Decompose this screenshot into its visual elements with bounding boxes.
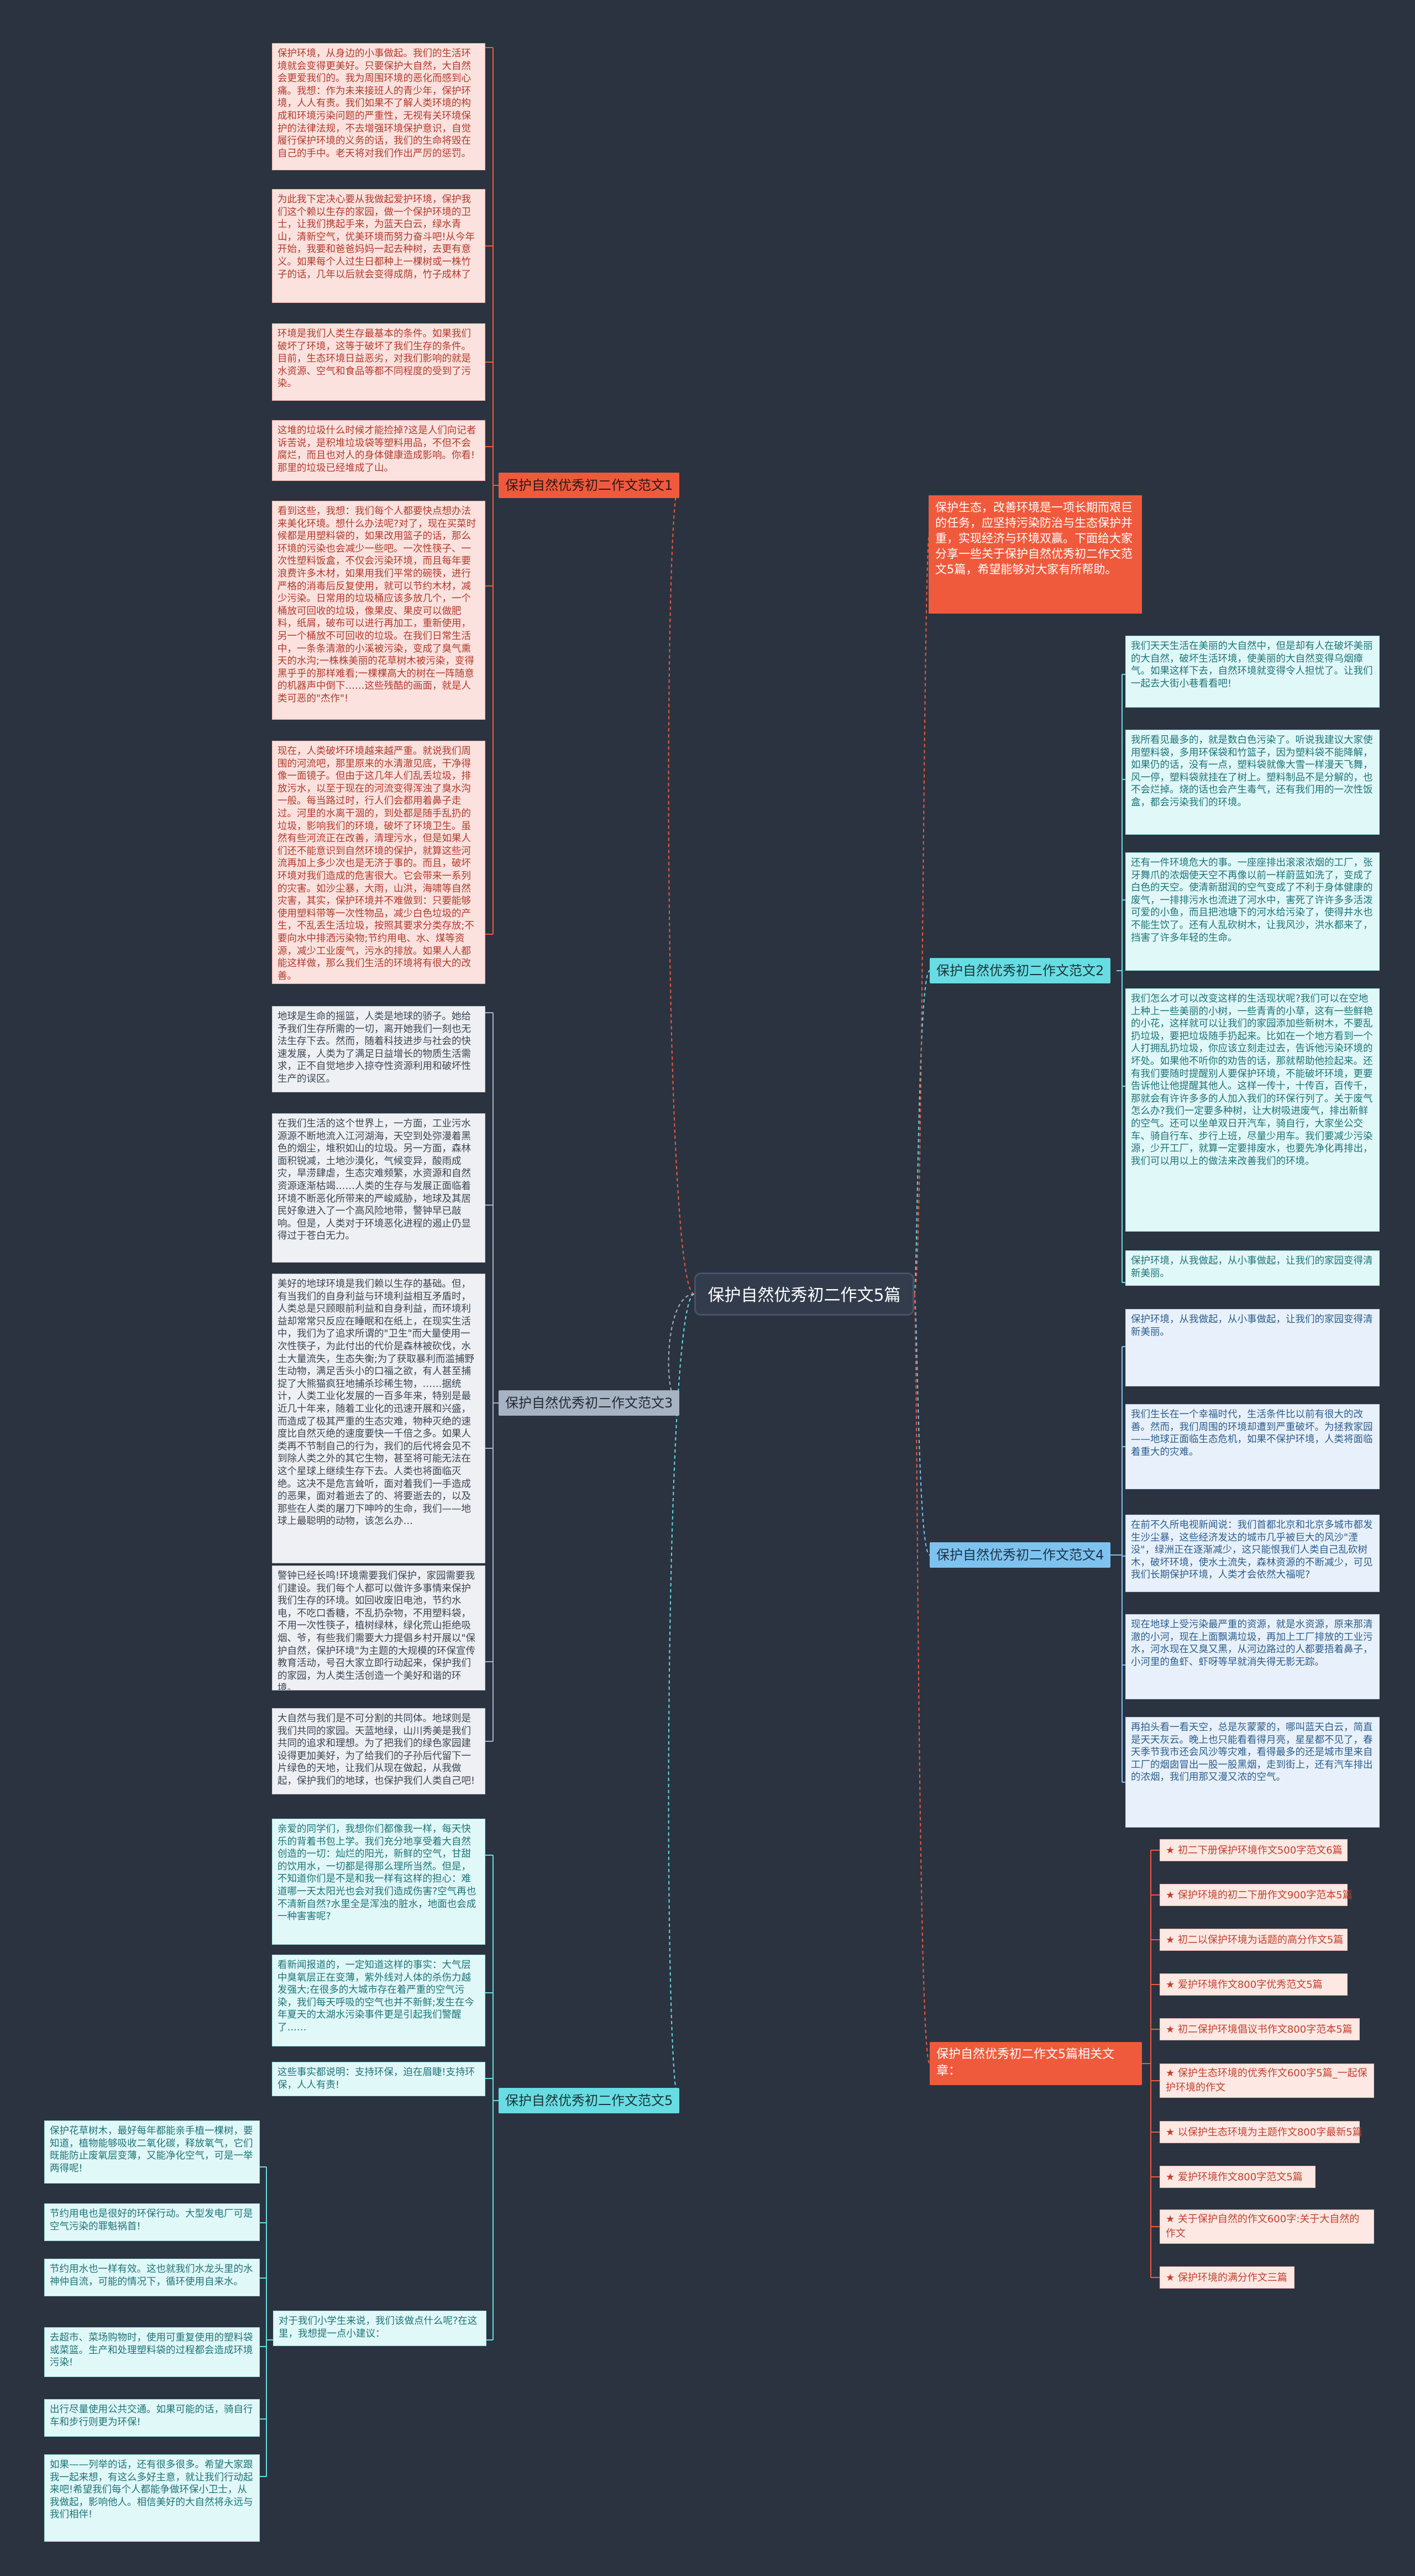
suggestion-item: 如果——列举的话，还有很多很多。希望大家跟我一起来想，有这么多好主意，就让我们行… [44, 2454, 260, 2542]
essay1-paragraph: 现在，人类破坏环境越来越严重。就说我们周围的河流吧，那里原来的水清澈见底，干净得… [272, 741, 485, 984]
related-article-link[interactable]: ★ 保护生态环境的优秀作文600字5篇_一起保护环境的作文 [1160, 2064, 1374, 2098]
branch-related-articles[interactable]: 保护自然优秀初二作文5篇相关文章： [930, 2042, 1142, 2085]
suggestion-item: 去超市、菜场购物时，使用可重复使用的塑料袋或菜篮。生产和处理塑料袋的过程都会造成… [44, 2327, 260, 2377]
essay4-paragraph: 保护环境，从我做起，从小事做起，让我们的家园变得清新美丽。 [1125, 1309, 1380, 1386]
essay3-paragraph: 警钟已经长鸣!环境需要我们保护，家园需要我们建设。我们每个人都可以做许多事情来保… [272, 1566, 485, 1690]
related-article-link[interactable]: ★ 初二保护环境倡议书作文800字范本5篇 [1160, 2018, 1360, 2040]
essay5-suggestion-intro: 对于我们小学生来说，我们该做点什么呢?在这里，我想提一点小建议： [273, 2311, 486, 2346]
essay5-paragraph: 亲爱的同学们，我想你们都像我一样，每天快乐的背着书包上学。我们充分地享受着大自然… [272, 1819, 485, 1945]
essay4-paragraph: 现在地球上受污染最严重的资源，就是水资源，原来那清澈的小河，现在上面飘满垃圾，再… [1125, 1614, 1380, 1699]
branch-essay-4[interactable]: 保护自然优秀初二作文范文4 [930, 1542, 1111, 1568]
suggestion-item: 保护花草树木，最好每年都能亲手植一棵树，要知道，植物能够吸收二氧化碳，释放氧气，… [44, 2121, 260, 2184]
essay2-paragraph: 我们天天生活在美丽的大自然中，但是却有人在破坏美丽的大自然，破坏生活环境，使美丽… [1125, 636, 1380, 708]
related-article-link[interactable]: ★ 初二下册保护环境作文500字范文6篇 [1160, 1839, 1348, 1861]
essay1-paragraph: 看到这些，我想：我们每个人都要快点想办法来美化环境。想什么办法呢?对了，现在买菜… [272, 501, 485, 720]
branch-essay-3[interactable]: 保护自然优秀初二作文范文3 [499, 1390, 680, 1416]
essay1-paragraph: 保护环境，从身边的小事做起。我们的生活环境就会变得更美好。只要保护大自然，大自然… [272, 43, 485, 170]
essay5-paragraph: 这些事实都说明：支持环保，迫在眉睫!支持环保，人人有责! [272, 2062, 485, 2096]
essay2-paragraph: 我们怎么才可以改变这样的生活现状呢?我们可以在空地上种上一些美丽的小树，一些青青… [1125, 988, 1380, 1232]
essay2-paragraph: 还有一件环境危大的事。一座座排出滚滚浓烟的工厂，张牙舞爪的浓烟使天空不再像以前一… [1125, 852, 1380, 971]
essay1-paragraph: 这堆的垃圾什么时候才能捡掉?这是人们向记者诉苦说，是积堆垃圾袋等塑料用品，不但不… [272, 420, 485, 481]
essay3-paragraph: 美好的地球环境是我们赖以生存的基础。但，有当我们的自身利益与环境利益相互矛盾时，… [272, 1274, 485, 1563]
essay3-paragraph: 在我们生活的这个世界上，一方面，工业污水源源不断地流入江河湖海，天空到处弥漫着黑… [272, 1113, 485, 1263]
branch-essay-2[interactable]: 保护自然优秀初二作文范文2 [930, 958, 1111, 983]
essay3-paragraph: 地球是生命的摇篮，人类是地球的骄子。她给予我们生存所需的一切，离开她我们一刻也无… [272, 1006, 485, 1092]
suggestion-item: 节约用电也是很好的环保行动。大型发电厂可是空气污染的罪魁祸首! [44, 2203, 260, 2241]
essay3-paragraph: 大自然与我们是不可分割的共同体。地球则是我们共同的家园。天蓝地绿，山川秀美是我们… [272, 1708, 485, 1794]
intro-summary: 保护生态，改善环境是一项长期而艰巨的任务，应坚持污染防治与生态保护并重，实现经济… [929, 495, 1142, 614]
essay4-paragraph: 我们生长在一个幸福时代，生活条件比以前有很大的改善。然而，我们周围的环境却遭到严… [1125, 1404, 1380, 1489]
related-article-link[interactable]: ★ 保护环境的初二下册作文900字范本5篇 [1160, 1884, 1353, 1906]
essay2-paragraph: 我所看见最多的，就是数白色污染了。听说我建议大家使用塑料袋，多用环保袋和竹篮子，… [1125, 730, 1380, 835]
suggestion-item: 出行尽量使用公共交通。如果可能的话，骑自行车和步行则更为环保! [44, 2399, 260, 2437]
essay4-paragraph: 在前不久所电视新闻说：我们首都北京和北京多城市都发生沙尘暴，这些经济发达的城市几… [1125, 1515, 1380, 1592]
related-article-link[interactable]: ★ 爱护环境作文800字优秀范文5篇 [1160, 1973, 1348, 1996]
essay2-paragraph: 保护环境，从我做起，从小事做起，让我们的家园变得清新美丽。 [1125, 1250, 1380, 1286]
root-node[interactable]: 保护自然优秀初二作文5篇 [694, 1273, 914, 1316]
essay1-paragraph: 为此我下定决心要从我做起爱护环境，保护我们这个赖以生存的家园，做一个保护环境的卫… [272, 189, 485, 303]
related-article-link[interactable]: ★ 关于保护自然的作文600字:关于大自然的作文 [1160, 2210, 1374, 2244]
essay1-paragraph: 环境是我们人类生存最基本的条件。如果我们破坏了环境，这等于破坏了我们生存的条件。… [272, 323, 485, 401]
branch-essay-5[interactable]: 保护自然优秀初二作文范文5 [499, 2088, 680, 2113]
branch-essay-1[interactable]: 保护自然优秀初二作文范文1 [499, 473, 680, 498]
related-article-link[interactable]: ★ 保护环境的满分作文三篇 [1160, 2266, 1295, 2289]
related-article-link[interactable]: ★ 以保护生态环境为主题作文800字最新5篇 [1160, 2121, 1362, 2143]
related-article-link[interactable]: ★ 初二以保护环境为话题的高分作文5篇 [1160, 1929, 1348, 1951]
essay5-paragraph: 看新闻报道的，一定知道这样的事实：大气层中臭氧层正在变薄，紫外线对人体的杀伤力越… [272, 1955, 485, 2046]
essay4-paragraph: 再拍头看一看天空，总是灰蒙蒙的，哪叫蓝天白云，简直是天天灰云。晚上也只能看看得月… [1125, 1717, 1380, 1828]
related-article-link[interactable]: ★ 爱护环境作文800字范文5篇 [1160, 2166, 1316, 2188]
suggestion-item: 节约用水也一样有效。这也就我们水龙头里的水神仲自流，可能的情况下，循环使用自来水… [44, 2259, 260, 2296]
